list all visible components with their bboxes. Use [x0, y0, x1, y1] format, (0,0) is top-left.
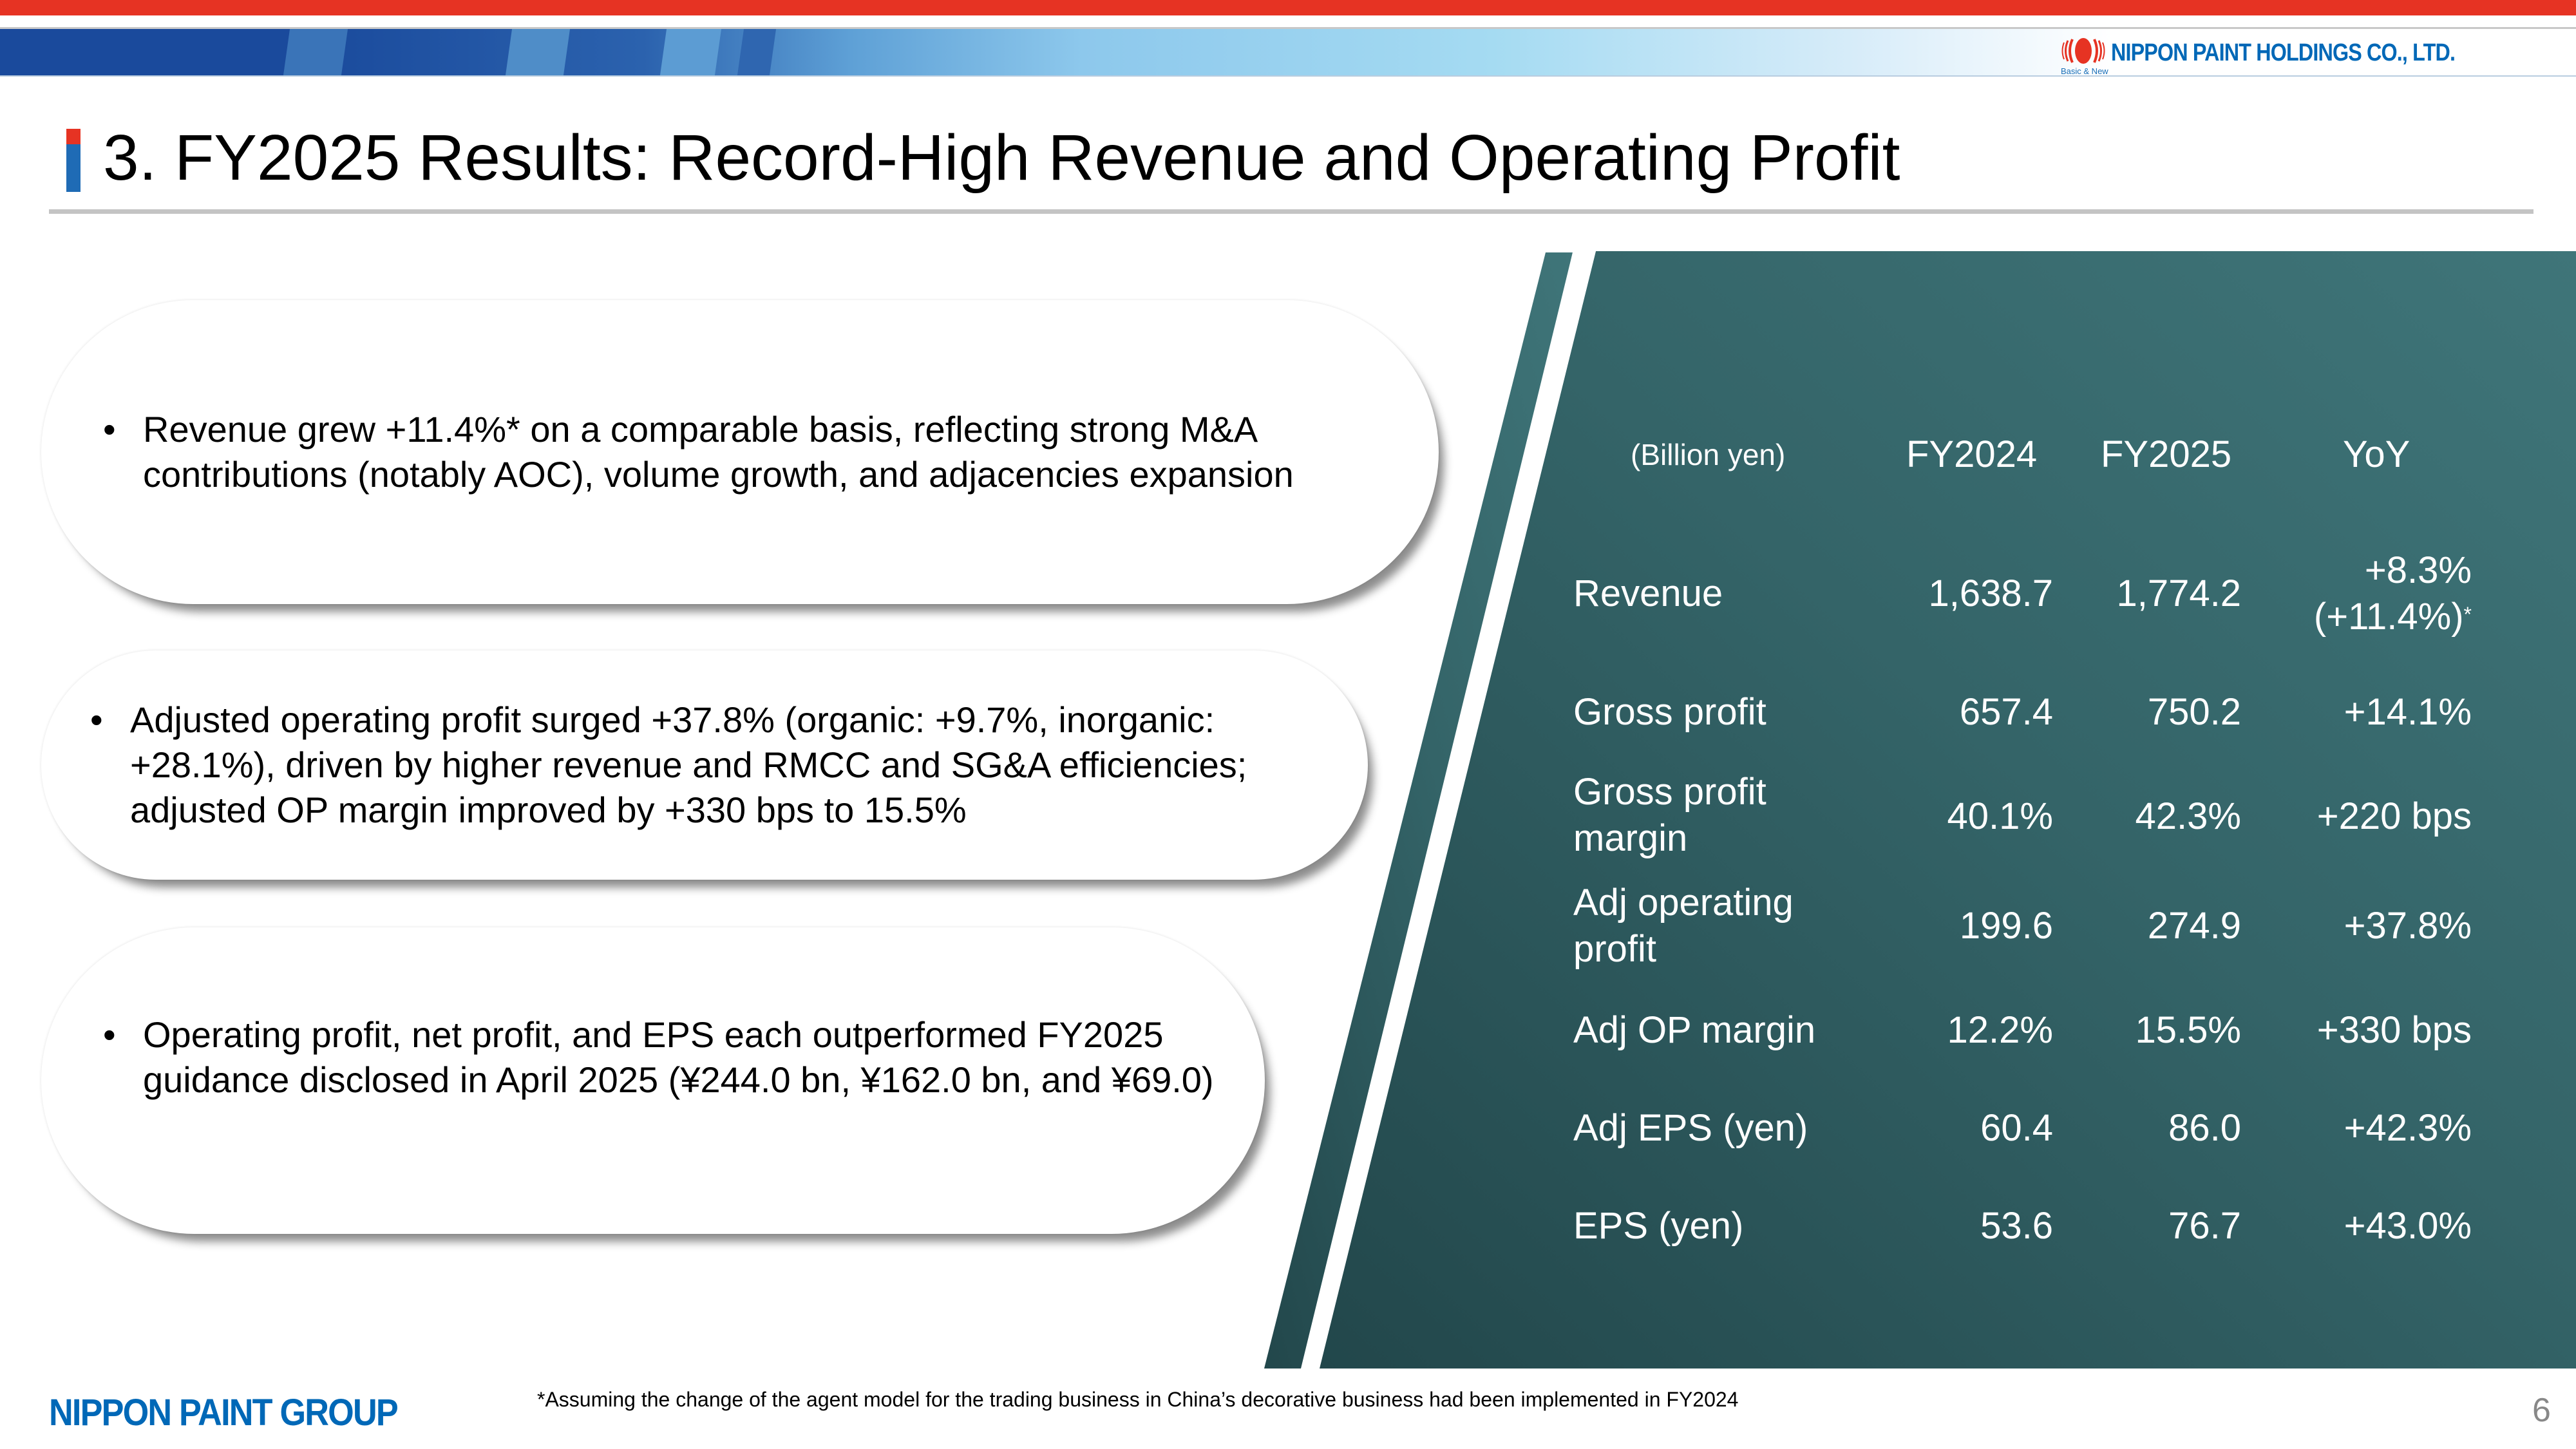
row-label-line1: Gross profit	[1573, 771, 1766, 813]
value-fy2024: 657.4	[1959, 691, 2053, 733]
page-title: 3. FY2025 Results: Record-High Revenue a…	[103, 122, 1900, 194]
row-label-line1: Adj operating	[1573, 882, 1794, 923]
value-yoy: +43.0%	[2344, 1205, 2472, 1247]
row-label: Revenue	[1573, 573, 1723, 614]
highlight-card	[41, 927, 1265, 1234]
value-yoy-comparable: (+11.4%)*	[2254, 595, 2472, 639]
bullet-text: Adjusted operating profit surged +37.8% …	[130, 699, 1247, 830]
value-yoy: +8.3%	[2364, 549, 2472, 591]
value-yoy: +14.1%	[2344, 691, 2472, 733]
row-label: Adj OP margin	[1573, 1009, 1816, 1051]
value-fy2025: 274.9	[2147, 905, 2241, 947]
value-fy2025: 15.5%	[2135, 1009, 2241, 1051]
row-label: Gross profit	[1573, 691, 1766, 733]
value-fy2024: 199.6	[1959, 905, 2053, 947]
bullet-item: • Revenue grew +11.4%* on a comparable b…	[103, 407, 1391, 497]
value-yoy: +37.8%	[2344, 905, 2472, 947]
value-fy2025: 750.2	[2147, 691, 2241, 733]
bullet-text: Revenue grew +11.4%* on a comparable bas…	[143, 409, 1294, 495]
value-fy2025: 76.7	[2168, 1205, 2241, 1247]
company-logo: Basic & New NIPPON PAINT HOLDINGS CO., L…	[2061, 35, 2515, 80]
highlight-card	[41, 650, 1368, 880]
value-fy2024: 53.6	[1980, 1205, 2053, 1247]
banner-slant	[659, 29, 722, 75]
top-blue-banner	[0, 27, 2576, 77]
brand-tagline: Basic & New	[2061, 66, 2108, 76]
bullet-item: • Operating profit, net profit, and EPS …	[103, 1012, 1236, 1103]
column-header-fy2025: FY2025	[2101, 433, 2232, 475]
row-label: Adj EPS (yen)	[1573, 1107, 1808, 1149]
value-yoy: +220 bps	[2316, 795, 2472, 837]
value-fy2025: 86.0	[2168, 1107, 2241, 1149]
bullet-dot-icon: •	[103, 1014, 116, 1055]
title-divider	[49, 209, 2533, 214]
nippon-paint-emblem-icon: Basic & New	[2061, 35, 2108, 76]
banner-slant	[283, 29, 348, 75]
row-label: EPS (yen)	[1573, 1205, 1744, 1247]
column-header-yoy: YoY	[2343, 433, 2410, 475]
value-fy2024: 1,638.7	[1928, 573, 2053, 614]
value-yoy: +42.3%	[2344, 1107, 2472, 1149]
row-label-line2: margin	[1573, 817, 1688, 859]
page-number: 6	[2532, 1392, 2551, 1429]
value-fy2025: 42.3%	[2135, 795, 2241, 837]
footnote-mark: *	[2463, 603, 2472, 626]
value-fy2025: 1,774.2	[2116, 573, 2241, 614]
value-fy2024: 60.4	[1980, 1107, 2053, 1149]
bullet-dot-icon: •	[90, 699, 103, 740]
column-header-fy2024: FY2024	[1906, 433, 2038, 475]
value-fy2024: 12.2%	[1947, 1009, 2053, 1051]
bullet-dot-icon: •	[103, 409, 116, 450]
footnote: *Assuming the change of the agent model …	[537, 1388, 1739, 1411]
table-unit-label: (Billion yen)	[1631, 438, 1786, 471]
top-red-stripe	[0, 0, 2576, 15]
value-yoy: +330 bps	[2316, 1009, 2472, 1051]
company-name: NIPPON PAINT HOLDINGS CO., LTD.	[2111, 39, 2456, 66]
highlight-card	[41, 300, 1439, 604]
bullet-text: Operating profit, net profit, and EPS ea…	[143, 1014, 1214, 1100]
banner-slant	[505, 29, 571, 75]
bullet-item: • Adjusted operating profit surged +37.8…	[90, 697, 1346, 833]
group-logo: NIPPON PAINT GROUP	[49, 1392, 399, 1434]
value-fy2024: 40.1%	[1947, 795, 2053, 837]
banner-slant	[737, 29, 777, 75]
row-label-line2: profit	[1573, 928, 1656, 970]
yoy-comparable-text: (+11.4%)	[2313, 596, 2464, 638]
title-accent-bar	[66, 129, 80, 192]
